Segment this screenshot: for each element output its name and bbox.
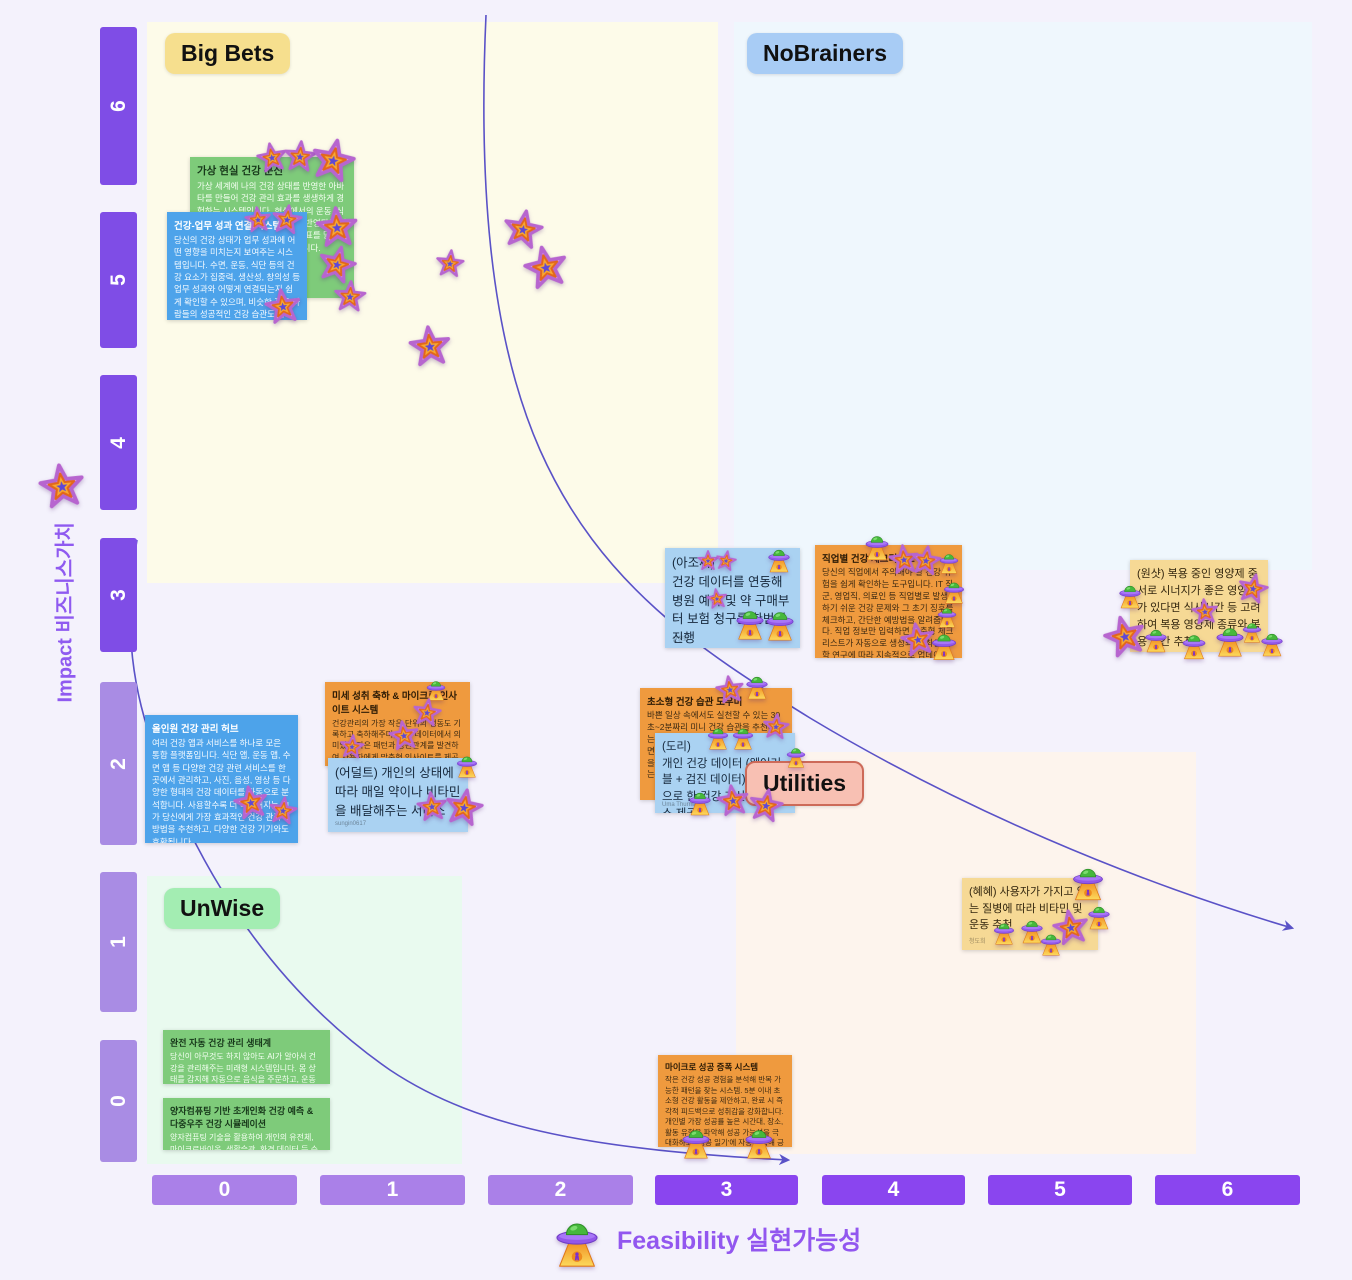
star-sticker[interactable]	[262, 286, 305, 329]
y-axis-tick-1[interactable]: 1	[100, 872, 137, 1012]
note-title: 건강-업무 성과 연결 시스템	[174, 221, 282, 232]
x-axis-title: Feasibility 실현가능성	[617, 1227, 862, 1255]
y-tick-label: 3	[106, 589, 130, 601]
y-tick-label: 4	[106, 436, 130, 449]
y-axis-tick-6[interactable]: 6	[100, 27, 137, 185]
ufo-sticker[interactable]	[761, 606, 799, 644]
x-tick-label: 6	[1221, 1178, 1234, 1201]
x-axis-tick-6[interactable]: 6	[1155, 1175, 1300, 1205]
star-sticker[interactable]	[434, 247, 467, 281]
y-tick-label: 1	[106, 936, 130, 948]
ufo-sticker[interactable]	[936, 550, 962, 576]
y-axis-tick-0[interactable]: 0	[100, 1040, 137, 1162]
note-author: 청도희	[969, 939, 986, 945]
y-tick-label: 5	[106, 274, 130, 286]
y-axis-tick-4[interactable]: 4	[100, 375, 137, 510]
quadrant-label-unwise[interactable]: UnWise	[164, 888, 281, 929]
note-body: 여러 건강 앱과 서비스를 하나로 모은 통합 플랫폼입니다. 식단 앱, 운동…	[152, 738, 291, 843]
y-axis-tick-5[interactable]: 5	[100, 212, 137, 348]
x-axis-tick-4[interactable]: 4	[822, 1175, 965, 1205]
x-axis-legend[interactable]: Feasibility 실현가능성	[545, 1210, 861, 1268]
ufo-sticker[interactable]	[764, 545, 794, 575]
sticky-note-full-auto-ecosystem[interactable]: 완전 자동 건강 관리 생태계 당신이 아무것도 하지 않아도 AI가 알아서 …	[163, 1030, 330, 1084]
ufo-sticker[interactable]	[1115, 581, 1145, 611]
note-title: 완전 자동 건강 관리 생태계	[170, 1038, 272, 1048]
ufo-sticker[interactable]	[1257, 629, 1287, 659]
note-title: 양자컴퓨팅 기반 초개인화 건강 예측 & 다중우주 건강 시뮬레이션	[170, 1106, 314, 1129]
ufo-sticker[interactable]	[940, 578, 968, 606]
ufo-sticker[interactable]	[783, 744, 809, 770]
y-tick-label: 0	[106, 1095, 130, 1107]
ufo-sticker[interactable]	[1067, 862, 1109, 904]
quadrant-label-big-bets[interactable]: Big Bets	[165, 33, 291, 74]
star-sticker[interactable]	[519, 241, 574, 296]
star-sticker[interactable]	[35, 460, 89, 514]
ufo-sticker[interactable]	[685, 788, 715, 818]
star-sticker[interactable]	[338, 733, 367, 762]
ufo-sticker[interactable]	[990, 919, 1018, 947]
ufo-sticker[interactable]	[453, 752, 481, 780]
star-sticker[interactable]	[269, 202, 305, 238]
star-sticker[interactable]	[332, 279, 368, 315]
x-tick-label: 3	[720, 1178, 733, 1201]
y-axis-tick-3[interactable]: 3	[100, 538, 137, 652]
x-axis-tick-5[interactable]: 5	[988, 1175, 1132, 1205]
ufo-sticker[interactable]	[934, 604, 960, 630]
star-sticker[interactable]	[441, 785, 487, 831]
ufo-sticker[interactable]	[742, 672, 772, 702]
star-sticker[interactable]	[713, 548, 739, 573]
note-title: 가상 현실 건강 분신	[197, 165, 284, 177]
quadrant-label-nobrainers[interactable]: NoBrainers	[747, 33, 903, 74]
quadrant-utilities-region	[736, 752, 1196, 1154]
ufo-sticker[interactable]	[729, 724, 757, 752]
note-author: sungin0617	[335, 821, 367, 827]
star-sticker[interactable]	[705, 586, 730, 612]
ufo-sticker[interactable]	[548, 1214, 606, 1272]
x-tick-label: 2	[554, 1178, 567, 1201]
ufo-sticker[interactable]	[927, 629, 961, 663]
y-axis-title: Impact 비즈니스가치	[54, 522, 77, 703]
ufo-sticker[interactable]	[677, 1124, 715, 1162]
note-author: 신청화	[672, 637, 689, 643]
star-sticker[interactable]	[761, 711, 792, 743]
star-sticker[interactable]	[386, 718, 422, 754]
x-tick-label: 0	[218, 1178, 231, 1201]
star-sticker[interactable]	[745, 785, 787, 827]
y-tick-label: 2	[106, 757, 130, 770]
ufo-sticker[interactable]	[1141, 625, 1171, 655]
star-sticker[interactable]	[266, 794, 300, 828]
x-tick-label: 4	[887, 1178, 900, 1201]
ufo-sticker[interactable]	[1178, 630, 1210, 662]
x-axis-tick-3[interactable]: 3	[655, 1175, 798, 1205]
quadrant-nobrainers-region	[734, 22, 1312, 570]
note-body: 양자컴퓨팅 기술을 활용하여 개인의 유전체, 마이크로바이옴, 생활습관, 환…	[170, 1133, 319, 1150]
ufo-sticker[interactable]	[740, 1124, 778, 1162]
y-axis-tick-2[interactable]: 2	[100, 682, 137, 845]
sticky-note-quantum-simulation[interactable]: 양자컴퓨팅 기반 초개인화 건강 예측 & 다중우주 건강 시뮬레이션 양자컴퓨…	[163, 1098, 330, 1150]
x-tick-label: 1	[386, 1178, 399, 1201]
x-axis-tick-0[interactable]: 0	[152, 1175, 297, 1205]
ufo-sticker[interactable]	[704, 724, 732, 752]
note-body: 당신이 아무것도 하지 않아도 AI가 알아서 건강을 관리해주는 미래형 시스…	[170, 1052, 317, 1084]
star-sticker[interactable]	[230, 782, 272, 824]
x-axis-tick-1[interactable]: 1	[320, 1175, 465, 1205]
y-tick-label: 6	[106, 100, 130, 112]
note-title: 마이크로 성공 증폭 시스템	[665, 1062, 759, 1072]
ufo-sticker[interactable]	[1037, 930, 1065, 958]
x-tick-label: 5	[1054, 1178, 1066, 1201]
note-title: 올인원 건강 관리 허브	[152, 724, 239, 735]
x-axis-tick-2[interactable]: 2	[488, 1175, 633, 1205]
star-sticker[interactable]	[406, 323, 454, 371]
star-sticker[interactable]	[306, 134, 361, 189]
star-sticker[interactable]	[1234, 570, 1272, 608]
